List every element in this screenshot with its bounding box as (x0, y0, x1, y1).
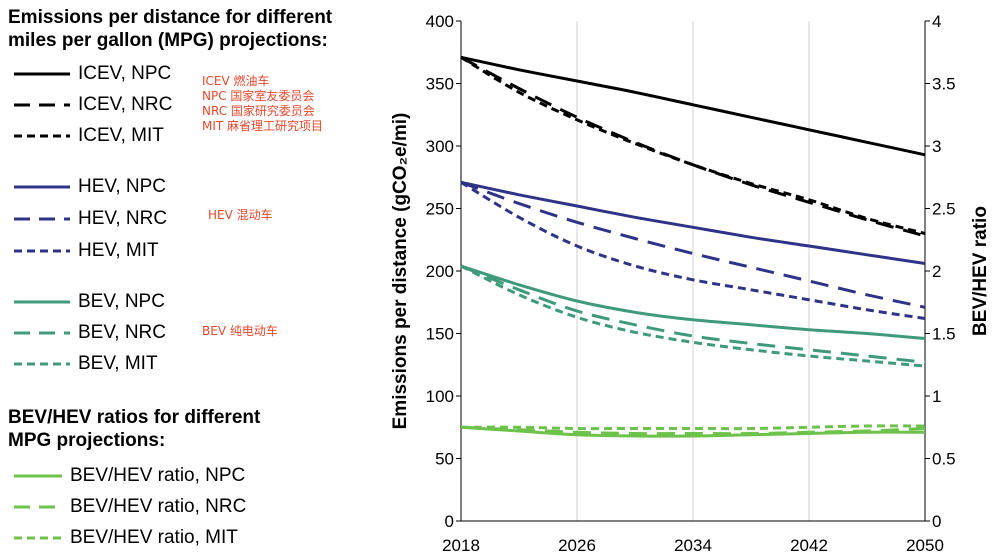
series-line-icev-mit (460, 56, 926, 235)
series-line-icev-nrc (460, 55, 926, 238)
legend-heading-ratio: BEV/HEV ratios for different MPG project… (8, 406, 260, 452)
series-line-bev-npc (460, 264, 926, 340)
legend-item-icev-nrc: ICEV, NRC (14, 93, 172, 117)
note-icev: ICEV 燃油车 (202, 74, 270, 88)
note-hev: HEV 混动车 (208, 208, 273, 222)
note-mit: MIT 麻省理工研究项目 (202, 119, 324, 133)
legend-item-bev-mit: BEV, MIT (14, 352, 158, 376)
legend-heading-ratio-line1: BEV/HEV ratios for different (8, 407, 261, 428)
series-line-bev-hev-ratio-nrc (460, 425, 926, 436)
legend-swatch (14, 300, 70, 304)
x-tick-label: 2034 (674, 536, 712, 555)
emissions-chart: 0 50 100 150 200 250 300 350 400 0 0.5 1 1.5 2 2.5 3 3.5… (390, 12, 991, 555)
legend-swatch (14, 474, 62, 478)
legend-item-bev-npc: BEV, NPC (14, 290, 165, 314)
legend-swatch (14, 72, 70, 76)
y2-tick-label: 1.5 (932, 325, 956, 344)
y2-tick-label: 2 (932, 262, 941, 281)
note-npc: NPC 国家室友委员会 (202, 89, 315, 103)
legend-label: BEV/HEV ratio, MIT (70, 527, 238, 548)
legend-label: BEV/HEV ratio, NPC (70, 465, 246, 486)
legend-item-hev-nrc: HEV, NRC (14, 207, 167, 231)
series-line-hev-nrc (460, 180, 926, 309)
legend-label: BEV/HEV ratio, NRC (70, 496, 247, 517)
series-line-icev-npc (460, 55, 926, 157)
legend-item-hev-mit: HEV, MIT (14, 239, 159, 263)
series-line-bev-hev-ratio-npc (460, 425, 926, 438)
y-tick-label: 100 (426, 387, 454, 406)
legend-swatch (14, 536, 62, 540)
legend-swatch (14, 103, 70, 107)
legend-item-icev-npc: ICEV, NPC (14, 62, 171, 86)
legend-label: ICEV, MIT (78, 125, 164, 146)
y2-tick-label: 1 (932, 387, 941, 406)
series-line-bev-nrc (460, 264, 926, 364)
series-line-hev-npc (460, 180, 926, 265)
y-tick-label: 300 (426, 137, 454, 156)
legend-item-ratio-mit: BEV/HEV ratio, MIT (14, 526, 238, 550)
legend-swatch (14, 185, 70, 189)
y2-tick-label: 2.5 (932, 200, 956, 219)
legend-heading-ratio-line2: MPG projections: (8, 430, 166, 451)
legend-swatch (14, 134, 70, 138)
y-tick-label: 50 (435, 450, 454, 469)
legend-label: BEV, NPC (78, 291, 165, 312)
note-nrc: NRC 国家研究委员会 (202, 104, 315, 118)
y2-axis-title: BEV/HEV ratio (970, 206, 991, 336)
legend-heading-emissions-line1: Emissions per distance for different (8, 7, 333, 28)
legend-item-ratio-nrc: BEV/HEV ratio, NRC (14, 495, 246, 519)
x-tick-label: 2018 (442, 536, 480, 555)
legend-swatch (14, 331, 70, 335)
y-axis-title: Emissions per distance (gCO₂e/mi) (390, 113, 411, 430)
y2-tick-label: 3.5 (932, 75, 956, 94)
legend-label: BEV, MIT (78, 353, 158, 374)
legend-swatch (14, 505, 62, 509)
legend-heading-emissions-line2: miles per gallon (MPG) projections: (8, 30, 328, 51)
x-tick-label: 2026 (558, 536, 596, 555)
y-tick-label: 350 (426, 75, 454, 94)
x-tick-label: 2050 (906, 536, 944, 555)
legend-item-bev-nrc: BEV, NRC (14, 321, 166, 345)
legend-item-icev-mit: ICEV, MIT (14, 124, 164, 148)
legend-item-ratio-npc: BEV/HEV ratio, NPC (14, 464, 245, 488)
x-tick-label: 2042 (790, 536, 828, 555)
y2-tick-label: 0 (932, 512, 941, 531)
y-tick-label: 250 (426, 200, 454, 219)
legend-label: BEV, NRC (78, 322, 166, 343)
tick-labels: 0 50 100 150 200 250 300 350 400 0 0.5 1 1.5 2 2.5 3 3.5… (426, 12, 956, 555)
legend-swatch (14, 217, 70, 221)
grid (460, 21, 926, 521)
legend-label: HEV, NRC (78, 208, 168, 229)
y-tick-label: 0 (445, 512, 454, 531)
legend-swatch (14, 362, 70, 366)
axes (456, 20, 930, 522)
legend-label: ICEV, NPC (78, 63, 172, 84)
y2-tick-label: 4 (932, 12, 941, 31)
y2-tick-label: 3 (932, 137, 941, 156)
legend-swatch (14, 249, 70, 253)
y-tick-label: 150 (426, 325, 454, 344)
legend-heading-emissions: Emissions per distance for different mil… (8, 6, 332, 52)
legend-label: HEV, MIT (78, 240, 159, 261)
y-tick-label: 200 (426, 262, 454, 281)
series-lines (460, 55, 926, 438)
y2-tick-label: 0.5 (932, 450, 956, 469)
legend-label: HEV, NPC (78, 176, 166, 197)
legend-label: ICEV, NRC (78, 94, 173, 115)
legend-item-hev-npc: HEV, NPC (14, 175, 166, 199)
series-line-hev-mit (460, 181, 926, 320)
annotation-notes: ICEV 燃油车 NPC 国家室友委员会 NRC 国家研究委员会 MIT 麻省理… (202, 74, 323, 134)
y-tick-label: 400 (426, 12, 454, 31)
note-bev: BEV 纯电动车 (202, 324, 278, 338)
